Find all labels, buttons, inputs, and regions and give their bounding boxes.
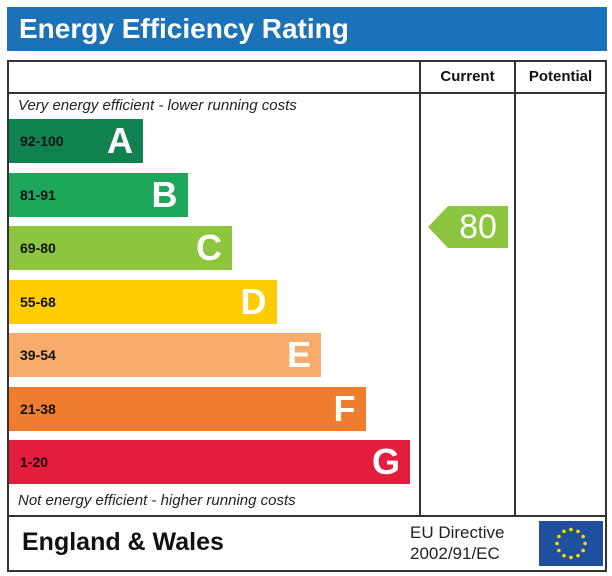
band-g: 1-20 G	[9, 440, 410, 484]
current-rating-arrow: 80	[428, 206, 508, 248]
band-range: 69-80	[20, 240, 56, 256]
eu-flag-icon	[539, 521, 603, 566]
band-d: 55-68 D	[9, 279, 277, 324]
band-e: 39-54 E	[9, 333, 321, 377]
band-range: 21-38	[20, 400, 56, 417]
current-column-divider	[419, 60, 421, 516]
eu-star-icon	[555, 541, 559, 546]
column-header-divider	[7, 92, 607, 94]
band-f: 21-38 F	[9, 386, 366, 431]
eu-star-icon	[583, 541, 587, 546]
eu-star-icon	[576, 529, 580, 534]
potential-column-header: Potential	[528, 68, 593, 85]
band-letter: E	[286, 334, 311, 375]
directive-line-1: EU Directive	[410, 523, 505, 542]
band-letter: B	[151, 173, 178, 215]
current-column-header: Current	[440, 68, 495, 85]
eu-directive: EU Directive 2002/91/EC	[410, 522, 504, 564]
band-range: 1-20	[20, 454, 49, 470]
eu-star-icon	[569, 527, 573, 532]
eu-star-icon	[581, 534, 585, 539]
current-rating-value: 80	[459, 208, 497, 246]
band-b: 81-91 B	[9, 172, 188, 217]
band-letter: A	[107, 120, 133, 161]
header-bar: Energy Efficiency Rating	[7, 7, 607, 51]
eu-star-icon	[557, 548, 561, 553]
eu-star-icon	[581, 548, 585, 553]
rating-frame	[7, 60, 607, 572]
band-range: 39-54	[20, 347, 56, 363]
eu-star-icon	[562, 553, 566, 558]
band-range: 81-91	[20, 186, 56, 203]
eu-star-icon	[557, 534, 561, 539]
band-range: 92-100	[20, 133, 64, 149]
top-note: Very energy efficient - lower running co…	[18, 97, 297, 114]
band-letter: D	[240, 280, 267, 322]
band-c: 69-80 C	[9, 226, 232, 270]
eu-stars-icon	[555, 527, 587, 560]
eu-star-icon	[562, 529, 566, 534]
page-title: Energy Efficiency Rating	[19, 13, 349, 44]
band-letter: C	[196, 227, 222, 268]
footer-divider	[7, 515, 607, 517]
bottom-note: Not energy efficient - higher running co…	[18, 492, 296, 509]
region-label: England & Wales	[22, 528, 224, 556]
band-a: 92-100 A	[9, 119, 143, 163]
eu-star-icon	[569, 555, 573, 560]
band-range: 55-68	[20, 293, 56, 310]
directive-line-2: 2002/91/EC	[410, 544, 500, 563]
eu-star-icon	[576, 553, 580, 558]
band-letter: F	[333, 387, 356, 429]
rating-arrow-shape	[428, 206, 508, 248]
potential-column-divider	[514, 60, 516, 516]
band-letter: G	[371, 441, 400, 482]
